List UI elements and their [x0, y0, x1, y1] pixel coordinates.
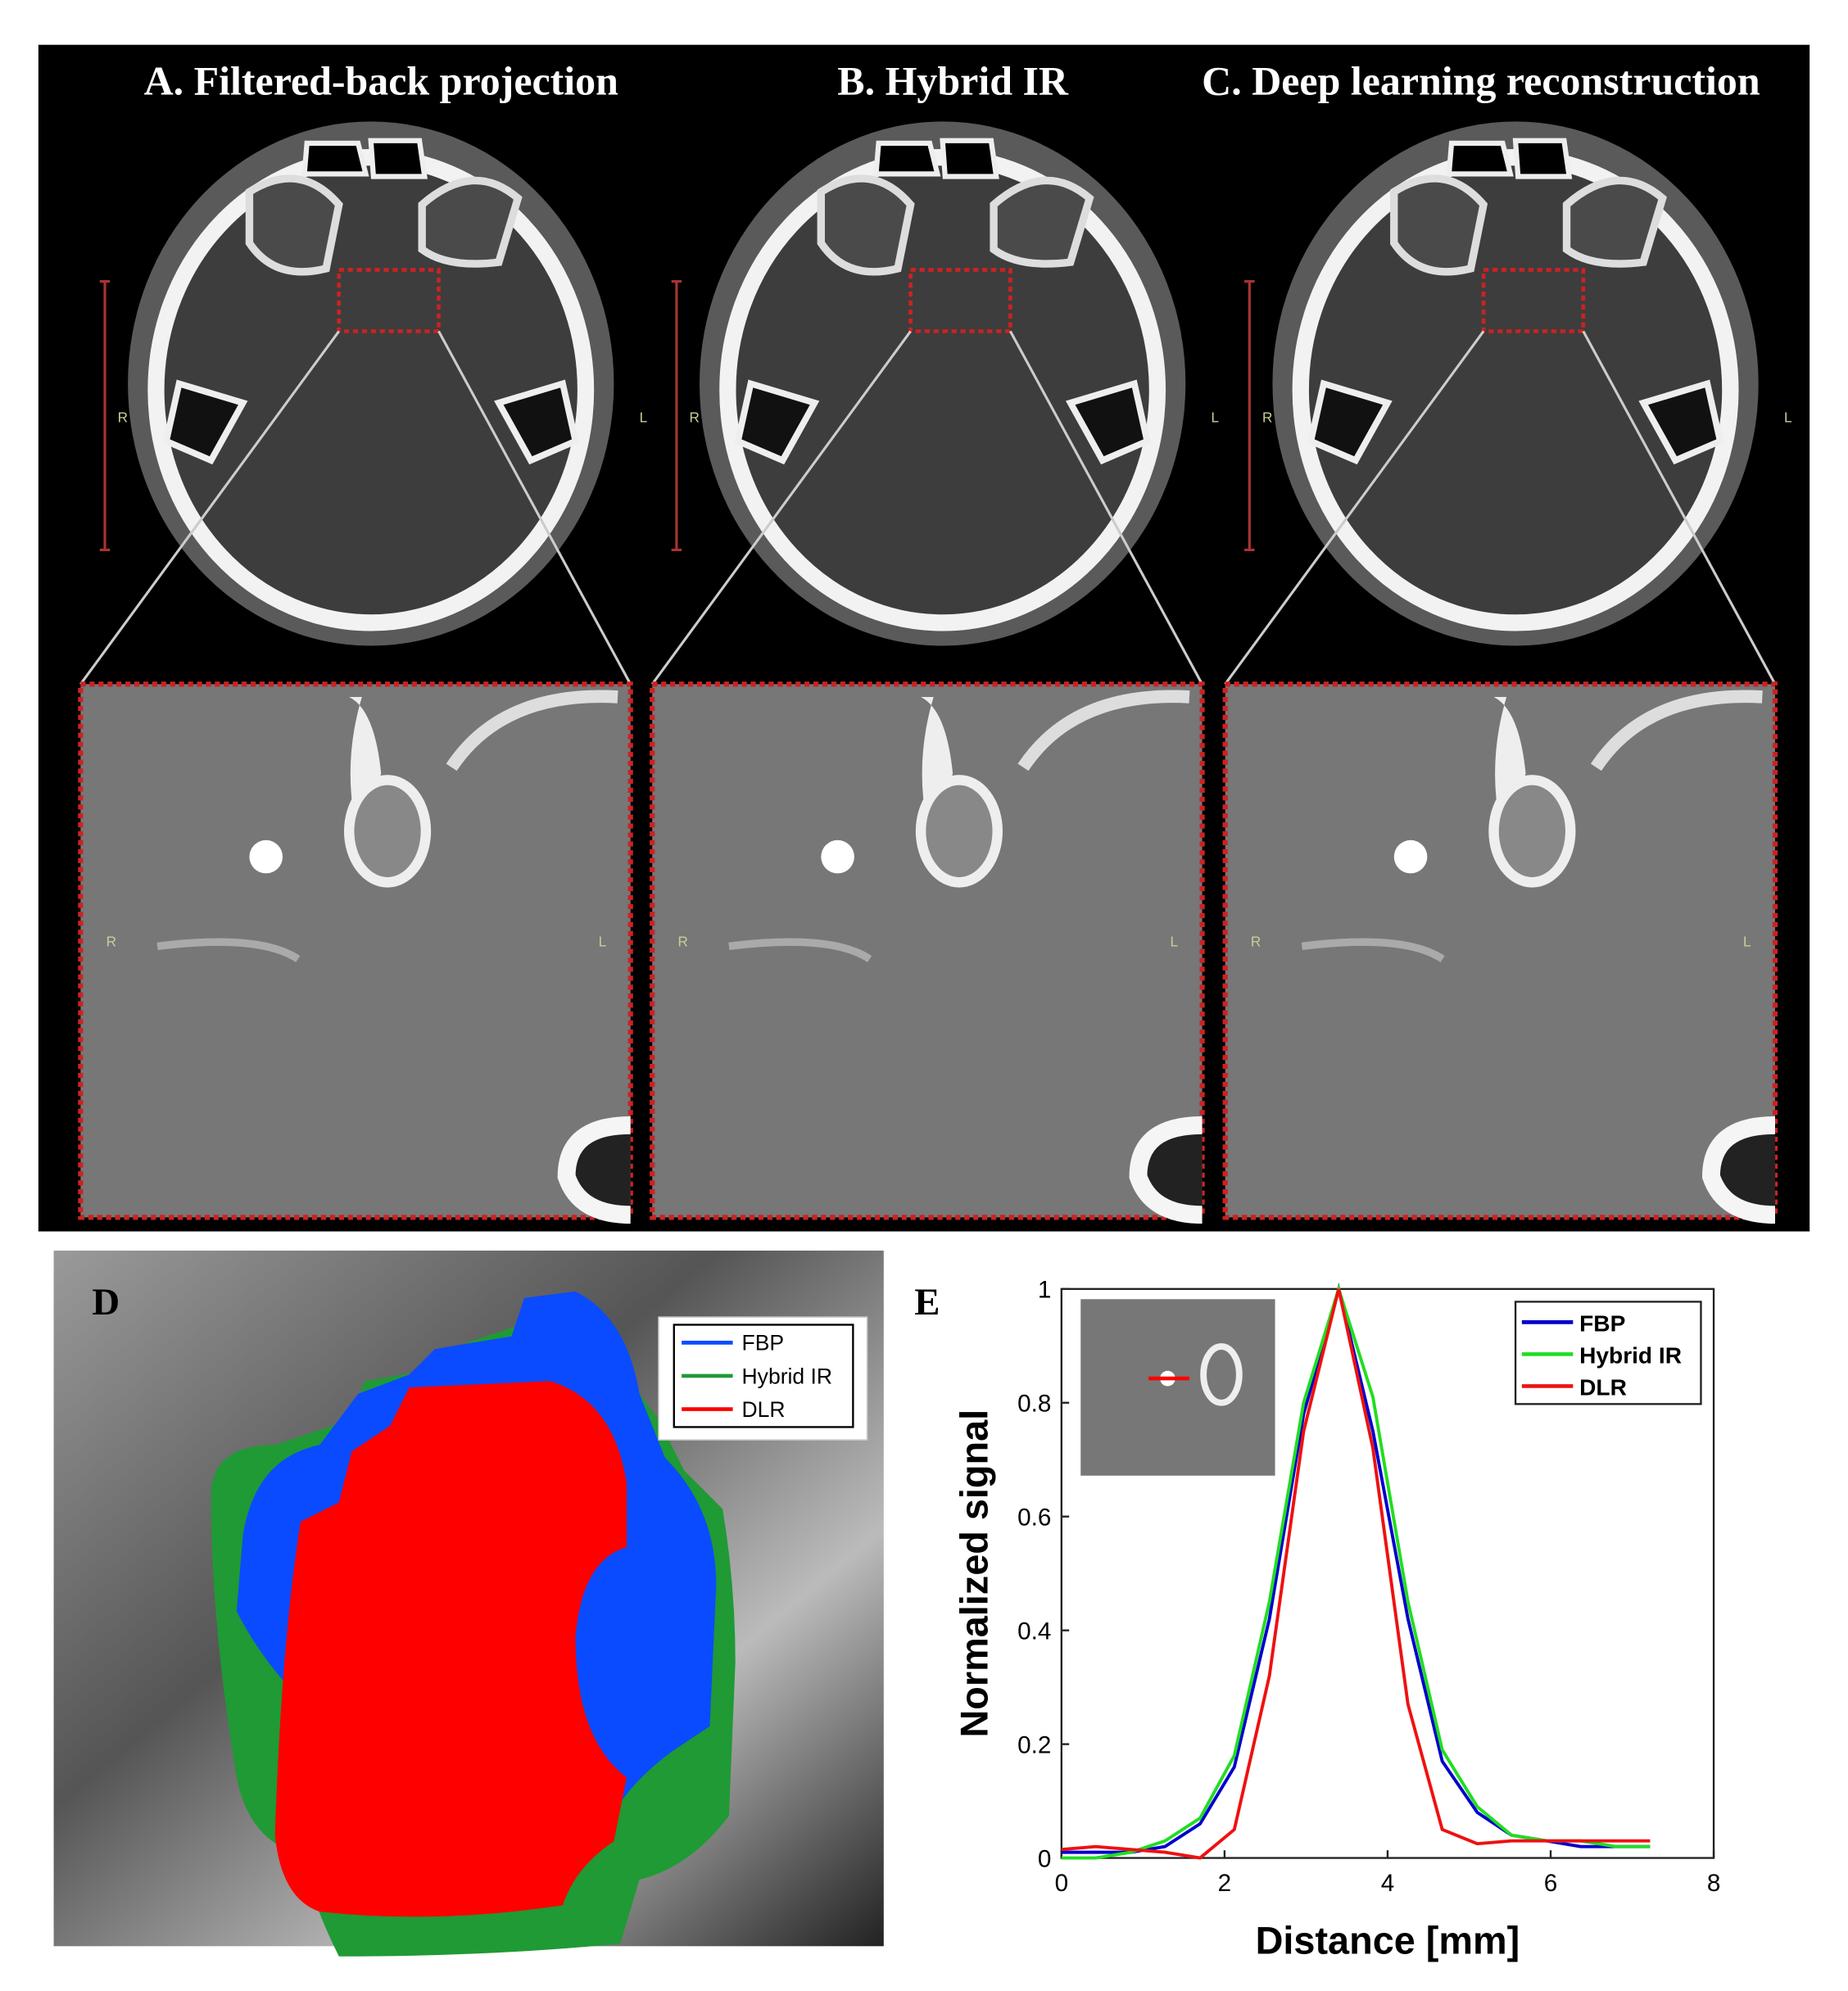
bone-ring [915, 775, 1003, 888]
zoom-line [79, 330, 340, 686]
orientation-label: L [1211, 409, 1219, 425]
legend-label: FBP [1579, 1310, 1625, 1336]
x-tick-label: 2 [1218, 1870, 1232, 1897]
x-tick-label: 8 [1707, 1870, 1721, 1897]
zoom-line [1009, 330, 1203, 686]
orientation-label: L [1743, 933, 1751, 949]
roi-box [337, 268, 441, 333]
orbit [817, 174, 1094, 276]
y-tick-label: 0.8 [1017, 1391, 1051, 1418]
bone [1017, 690, 1190, 772]
bone [446, 690, 618, 772]
sinus [301, 138, 428, 179]
bone [1129, 1116, 1203, 1224]
panel-title: C. Deep learning reconstruction [1202, 58, 1760, 104]
ruler [99, 279, 111, 551]
orbit [245, 174, 523, 276]
zoom-line [650, 330, 912, 686]
sinus [873, 138, 999, 179]
zoom-line [437, 330, 632, 686]
roi-box [1481, 268, 1586, 333]
y-tick-label: 0.6 [1017, 1505, 1051, 1532]
orientation-label: R [1262, 409, 1272, 425]
implant [821, 839, 854, 874]
legend-label: DLR [742, 1397, 786, 1422]
legend-label: Hybrid IR [1579, 1342, 1682, 1368]
roi-box [908, 268, 1012, 333]
legend-label: FBP [742, 1331, 785, 1355]
orientation-label: L [640, 409, 648, 425]
legend-label: Hybrid IR [742, 1364, 833, 1388]
zoom-line [1224, 330, 1485, 686]
panel-title: B. Hybrid IR [837, 58, 1069, 104]
panel-label: D [92, 1281, 120, 1324]
ruler [671, 279, 682, 551]
bone-ring [1488, 775, 1576, 888]
x-axis-label: Distance [mm] [1256, 1920, 1520, 1962]
bone [728, 938, 872, 962]
orbit [1390, 174, 1667, 276]
legend-label: DLR [1579, 1374, 1627, 1400]
y-tick-label: 0 [1038, 1845, 1052, 1872]
bone [1301, 938, 1445, 962]
temporal-bone [1307, 379, 1724, 465]
skull [719, 148, 1166, 631]
orientation-label: L [1784, 409, 1792, 425]
bone [1590, 690, 1763, 772]
sinus [1446, 138, 1573, 179]
temporal-bone [734, 379, 1151, 465]
line-chart: 0 2 4 6 8 0 0.2 0.4 0.6 0.8 1 Distance [mm] Normaliz… [953, 1277, 1720, 1962]
y-tick-label: 1 [1038, 1277, 1052, 1304]
x-tick-label: 6 [1544, 1870, 1558, 1897]
ct-images: R L R L R L R L R L R L [78, 121, 1792, 1224]
inset-image [1080, 1299, 1275, 1476]
panel-title: A. Filtered-back projection [144, 58, 619, 104]
bone [156, 938, 301, 962]
panel-label: E [914, 1281, 940, 1324]
region [274, 1381, 627, 1917]
x-tick-label: 4 [1381, 1870, 1395, 1897]
implant [1393, 839, 1428, 874]
implant [249, 839, 283, 874]
skull [147, 148, 595, 631]
data-line [1061, 1288, 1651, 1860]
orientation-label: R [118, 409, 128, 425]
orientation-label: R [1251, 933, 1261, 949]
bone [557, 1116, 631, 1224]
skull [1292, 148, 1739, 631]
orientation-label: R [690, 409, 700, 425]
bone [1702, 1116, 1776, 1224]
y-tick-label: 0.2 [1017, 1732, 1051, 1759]
y-tick-label: 0.4 [1017, 1618, 1051, 1645]
bone-ring [343, 775, 432, 888]
temporal-bone [162, 379, 580, 465]
orientation-label: R [106, 933, 116, 949]
ruler [1244, 279, 1255, 551]
inset-bone [1200, 1343, 1243, 1406]
orientation-label: L [1171, 933, 1179, 949]
zoom-line [1582, 330, 1777, 686]
orientation-label: R [677, 933, 687, 949]
orientation-label: L [599, 933, 607, 949]
x-tick-label: 0 [1055, 1870, 1069, 1897]
y-axis-label: Normalized signal [953, 1410, 995, 1738]
segmentation-overlay: FBP Hybrid IR DLR [211, 1291, 868, 1957]
